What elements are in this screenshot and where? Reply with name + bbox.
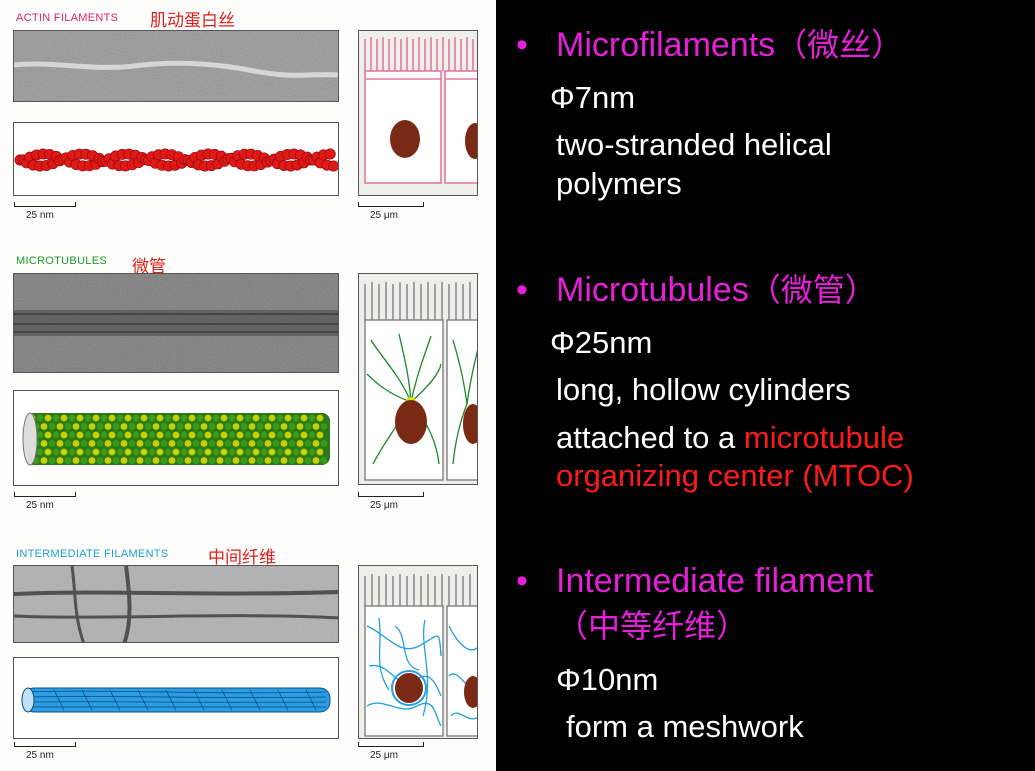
actin-cell-drawing	[364, 37, 477, 184]
microtubules-title: Microtubules	[556, 271, 749, 309]
microtubule-model	[22, 412, 330, 466]
intermediate-model-panel	[13, 657, 339, 739]
microfilaments-title: Microfilaments	[556, 26, 776, 64]
microtubules-section-label: MICROTUBULES	[16, 255, 107, 267]
bullet-point: •	[516, 271, 528, 309]
cytoskeleton-figure: ACTIN FILAMENTS 肌动蛋白丝 25 nm	[0, 0, 496, 771]
microtubules-diameter: Φ25nm	[550, 325, 653, 360]
microtubule-cell-panel	[358, 273, 478, 485]
actin-section-label: ACTIN FILAMENTS	[16, 12, 119, 24]
intermediate-title: Intermediate filament	[556, 562, 874, 600]
microfilaments-desc-line2: polymers	[556, 166, 682, 201]
intermediate-desc-line1: form a meshwork	[566, 709, 804, 744]
intermediate-cell-panel	[358, 565, 478, 739]
microtubules-desc-line2: attached to a microtubule	[556, 420, 905, 455]
microtubules-desc-line1: long, hollow cylinders	[556, 372, 851, 407]
microtubule-cell-drawing	[364, 282, 477, 481]
actin-chinese-label: 肌动蛋白丝	[150, 11, 235, 31]
microtubules-chinese-label: 微管	[132, 257, 166, 277]
microfilaments-title-cn: （微丝）	[775, 26, 904, 64]
intermediate-cell-drawing	[364, 574, 477, 737]
microtubules-desc-line3: organizing center (MTOC)	[556, 458, 914, 493]
microtubules-title-cn: （微管）	[748, 271, 877, 309]
intermediate-diameter: Φ10nm	[556, 662, 659, 697]
microfilaments-diameter: Φ7nm	[550, 80, 636, 115]
bullet-point: •	[516, 562, 528, 600]
actin-model-panel	[13, 122, 339, 196]
intermediate-section-label: INTERMEDIATE FILAMENTS	[16, 548, 169, 560]
bullet-point: •	[516, 26, 528, 64]
intermediate-title-cn: （中等纤维）	[556, 607, 749, 645]
microtubule-model-panel	[13, 390, 339, 486]
microtubule-micrograph-image	[14, 274, 338, 372]
actin-micrograph-image	[14, 31, 338, 101]
intermediate-micrograph	[13, 565, 339, 643]
microfilaments-desc-line1: two-stranded helical	[556, 127, 832, 162]
notes-panel: • Microfilaments（微丝） Φ7nm two-stranded h…	[496, 0, 1035, 771]
mtoc-highlight: microtubule	[743, 420, 905, 455]
intermediate-chinese-label: 中间纤维	[208, 548, 276, 568]
microtubule-micrograph	[13, 273, 339, 373]
actin-micrograph	[13, 30, 339, 102]
actin-filament-model	[14, 148, 338, 172]
actin-cell-panel	[358, 30, 478, 196]
intermediate-micrograph-image	[14, 566, 338, 642]
intermediate-filament-model	[21, 687, 331, 713]
